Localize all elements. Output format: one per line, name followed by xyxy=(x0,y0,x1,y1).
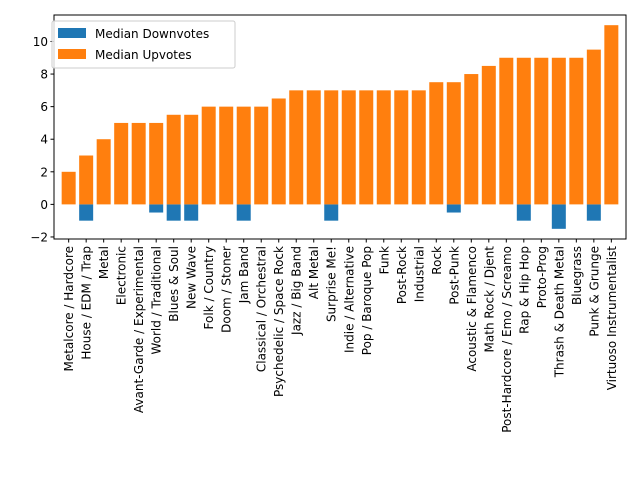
bar-upvotes-16 xyxy=(341,90,356,205)
x-tick-label-14: Alt Metal xyxy=(307,246,321,299)
y-tick-label-1: 0 xyxy=(40,198,48,212)
bar-upvotes-20 xyxy=(411,90,426,205)
x-tick-label-1: House / EDM / Trap xyxy=(80,246,94,360)
bars xyxy=(61,25,619,229)
bar-upvotes-15 xyxy=(324,90,339,205)
bar-upvotes-10 xyxy=(236,106,251,205)
bar-upvotes-25 xyxy=(499,57,514,205)
legend-swatch-downvotes xyxy=(58,28,86,38)
x-tick-label-13: Jazz / Big Band xyxy=(290,246,304,336)
bar-upvotes-9 xyxy=(219,106,234,205)
bar-upvotes-23 xyxy=(464,74,479,205)
bar-upvotes-2 xyxy=(96,139,111,205)
y-tick-label-6: 10 xyxy=(33,35,48,49)
x-tick-label-24: Math Rock / Djent xyxy=(482,246,496,353)
bar-upvotes-18 xyxy=(376,90,391,205)
bar-downvotes-28 xyxy=(551,204,566,229)
x-tick-label-25: Post-Hardcore / Emo / Screamo xyxy=(500,246,514,433)
x-tick-label-26: Rap & Hip Hop xyxy=(517,246,531,334)
x-tick-label-29: Bluegrass xyxy=(570,246,584,305)
legend-box xyxy=(51,20,236,69)
bar-downvotes-6 xyxy=(166,204,181,221)
bar-downvotes-10 xyxy=(236,204,251,221)
legend-label-downvotes: Median Downvotes xyxy=(95,27,209,41)
x-tick-label-7: New Wave xyxy=(185,246,199,309)
bar-upvotes-5 xyxy=(149,122,164,205)
bar-downvotes-7 xyxy=(184,204,199,221)
bar-downvotes-15 xyxy=(324,204,339,221)
bar-upvotes-3 xyxy=(114,122,129,205)
bar-upvotes-14 xyxy=(306,90,321,205)
x-tick-label-31: Virtuoso Instrumentalist xyxy=(605,246,619,391)
bar-upvotes-12 xyxy=(271,98,286,205)
y-tick-label-5: 8 xyxy=(40,68,48,82)
plot-frame xyxy=(53,14,627,240)
bar-downvotes-30 xyxy=(586,204,601,221)
x-tick-label-6: Blues & Soul xyxy=(167,246,181,322)
bar-upvotes-6 xyxy=(166,114,181,205)
x-tick-label-0: Metalcore / Hardcore xyxy=(62,246,76,372)
bar-upvotes-30 xyxy=(586,49,601,205)
x-tick-label-4: Avant-Garde / Experimental xyxy=(132,246,146,413)
bar-upvotes-22 xyxy=(446,82,461,205)
x-tick-label-19: Post-Rock xyxy=(395,246,409,304)
x-tick-label-18: Funk xyxy=(377,246,391,274)
bar-downvotes-1 xyxy=(79,204,94,221)
bar-upvotes-11 xyxy=(254,106,269,205)
bar-upvotes-17 xyxy=(359,90,374,205)
x-tick-label-17: Pop / Baroque Pop xyxy=(360,246,374,355)
bar-downvotes-22 xyxy=(446,204,461,213)
x-tick-label-11: Classical / Orchestral xyxy=(255,246,269,372)
bar-upvotes-7 xyxy=(184,114,199,205)
bar-upvotes-24 xyxy=(481,65,496,205)
bar-upvotes-1 xyxy=(79,155,94,205)
bar-upvotes-21 xyxy=(429,82,444,205)
bar-downvotes-26 xyxy=(516,204,531,221)
x-tick-label-16: Indie / Alternative xyxy=(342,246,356,353)
bar-upvotes-0 xyxy=(61,171,76,205)
legend-swatch-upvotes xyxy=(58,49,86,59)
y-tick-label-4: 6 xyxy=(40,100,48,114)
bar-upvotes-19 xyxy=(394,90,409,205)
bar-upvotes-8 xyxy=(201,106,216,205)
x-tick-label-9: Doom / Stoner xyxy=(220,246,234,333)
x-tick-label-27: Proto-Prog xyxy=(535,246,549,308)
y-axis: −2 0 2 4 6 8 10 xyxy=(30,35,54,244)
bar-upvotes-29 xyxy=(569,57,584,205)
bar-upvotes-13 xyxy=(289,90,304,205)
y-tick-label-2: 2 xyxy=(40,165,48,179)
x-tick-label-21: Rock xyxy=(430,246,444,275)
y-tick-label-0: −2 xyxy=(30,230,48,244)
x-tick-label-12: Psychedelic / Space Rock xyxy=(272,246,286,397)
x-tick-label-20: Industrial xyxy=(412,246,426,302)
legend-label-upvotes: Median Upvotes xyxy=(95,48,192,62)
bar-upvotes-26 xyxy=(516,57,531,205)
x-tick-label-10: Jam Band xyxy=(237,246,251,304)
x-tick-label-8: Folk / Country xyxy=(202,246,216,329)
bar-upvotes-28 xyxy=(551,57,566,205)
x-tick-label-5: World / Traditional xyxy=(150,246,164,355)
x-tick-label-22: Post-Punk xyxy=(447,246,461,305)
bar-upvotes-31 xyxy=(604,25,619,205)
x-tick-label-2: Metal xyxy=(97,246,111,279)
bar-upvotes-27 xyxy=(534,57,549,205)
x-tick-label-15: Surprise Me! xyxy=(325,246,339,322)
bar-downvotes-5 xyxy=(149,204,164,213)
x-tick-label-30: Punk & Grunge xyxy=(587,246,601,337)
x-tick-label-3: Electronic xyxy=(115,246,129,305)
legend: Median Downvotes Median Upvotes xyxy=(51,20,236,69)
x-tick-label-23: Acoustic & Flamenco xyxy=(465,246,479,372)
x-axis: Metalcore / Hardcore House / EDM / Trap Me… xyxy=(62,239,619,433)
y-tick-label-3: 4 xyxy=(40,133,48,147)
bar-upvotes-4 xyxy=(131,122,146,205)
x-tick-label-28: Thrash & Death Metal xyxy=(552,246,566,378)
